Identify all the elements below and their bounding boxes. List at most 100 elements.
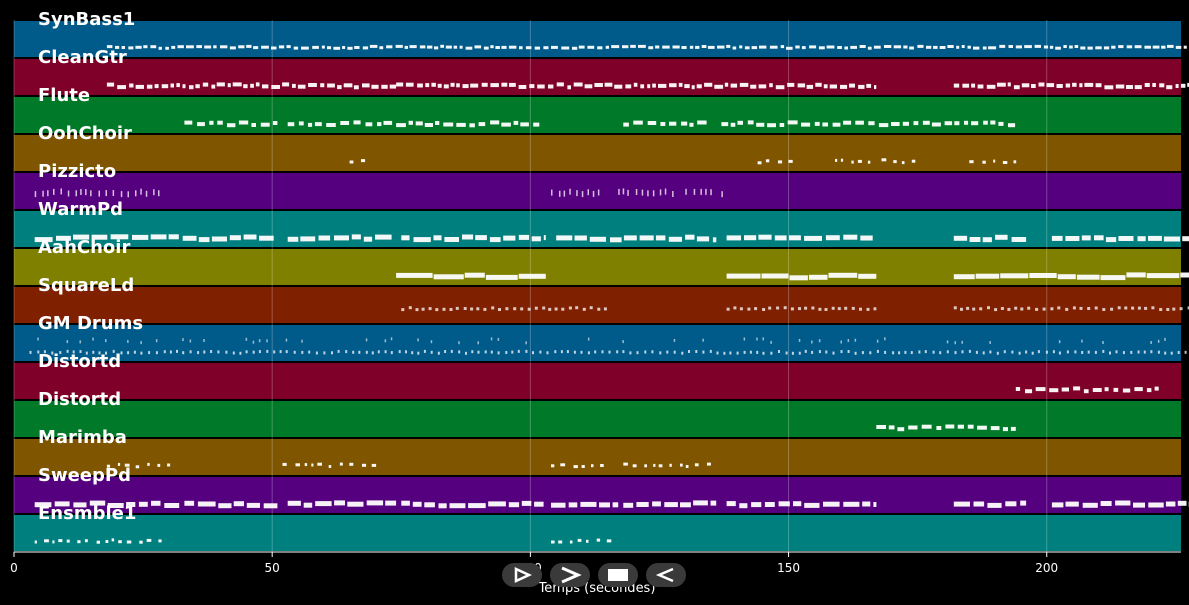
note-mark <box>98 351 101 355</box>
note-mark <box>606 539 612 543</box>
note-mark <box>780 45 785 49</box>
note-mark <box>860 235 873 241</box>
note-mark <box>377 122 382 127</box>
note-mark <box>396 82 404 87</box>
note-mark <box>428 307 432 311</box>
note-mark <box>43 350 46 354</box>
note-mark <box>587 45 595 49</box>
note-mark <box>623 502 634 508</box>
note-mark <box>42 190 44 197</box>
note-mark <box>625 84 632 89</box>
note-mark <box>405 82 414 87</box>
note-mark <box>533 122 540 127</box>
note-mark <box>145 190 148 197</box>
note-mark <box>551 45 558 49</box>
note-mark <box>462 84 469 89</box>
track-label: Distortd <box>38 351 121 372</box>
note-mark <box>450 82 455 87</box>
note-mark <box>433 274 464 280</box>
note-mark <box>501 45 507 49</box>
note-mark <box>513 307 517 311</box>
note-mark <box>640 84 645 89</box>
note-mark <box>960 307 963 311</box>
note-mark <box>158 46 162 50</box>
note-mark <box>581 465 585 468</box>
note-mark <box>847 339 850 342</box>
play-button[interactable] <box>502 563 542 587</box>
note-mark <box>936 426 942 430</box>
note-mark <box>1102 341 1104 344</box>
track-lane <box>14 173 1181 209</box>
note-mark <box>835 158 838 162</box>
note-mark <box>285 338 288 342</box>
note-mark <box>747 120 754 125</box>
note-mark <box>217 350 220 354</box>
rewind-icon <box>655 567 674 583</box>
note-mark <box>578 45 585 49</box>
note-mark <box>623 122 629 127</box>
forward-button[interactable] <box>550 563 590 587</box>
note-mark <box>365 122 373 127</box>
note-mark <box>203 339 205 342</box>
note-mark <box>1011 237 1027 242</box>
note-mark <box>317 462 322 466</box>
note-mark <box>850 45 857 49</box>
note-mark <box>1069 45 1073 49</box>
note-mark <box>921 424 932 429</box>
note-mark <box>186 45 194 49</box>
note-mark <box>832 122 841 127</box>
note-mark <box>953 306 957 310</box>
note-mark <box>878 123 889 128</box>
note-mark <box>726 273 761 279</box>
note-mark <box>806 84 814 89</box>
note-mark <box>405 350 407 354</box>
note-mark <box>243 84 248 89</box>
note-mark <box>947 45 954 48</box>
note-mark <box>647 121 657 125</box>
note-mark <box>1134 85 1142 90</box>
rewind-button[interactable] <box>646 563 686 587</box>
note-mark <box>1065 307 1069 311</box>
note-mark <box>1105 237 1117 243</box>
note-mark <box>987 306 990 310</box>
note-mark <box>962 83 970 88</box>
note-mark <box>743 350 746 354</box>
note-mark <box>652 190 655 197</box>
stop-button[interactable] <box>598 563 638 587</box>
note-mark <box>597 307 601 311</box>
note-mark <box>904 350 907 354</box>
note-mark <box>844 306 848 310</box>
note-mark <box>1027 306 1031 310</box>
note-mark <box>911 159 916 163</box>
note-mark <box>184 500 195 506</box>
note-mark <box>490 83 499 88</box>
note-mark <box>1133 502 1145 508</box>
note-mark <box>315 501 332 507</box>
note-mark <box>415 121 423 126</box>
note-mark <box>756 122 765 127</box>
note-mark <box>652 501 661 507</box>
note-mark <box>489 237 501 243</box>
note-mark <box>483 307 487 311</box>
note-mark <box>888 425 895 430</box>
note-mark <box>723 351 726 355</box>
note-mark <box>1115 350 1118 354</box>
note-mark <box>490 120 500 125</box>
note-mark <box>857 159 862 163</box>
note-mark <box>353 85 359 90</box>
note-mark <box>762 351 765 355</box>
note-mark <box>449 308 453 311</box>
note-mark <box>572 46 578 50</box>
note-mark <box>347 501 364 507</box>
track-lane <box>14 363 1181 399</box>
note-mark <box>287 236 299 242</box>
note-mark <box>239 351 242 355</box>
note-mark <box>868 121 875 126</box>
note-mark <box>203 350 206 354</box>
note-mark <box>707 45 715 49</box>
note-mark <box>287 500 301 506</box>
note-mark <box>233 501 244 507</box>
note-mark <box>363 236 373 242</box>
note-mark <box>1124 306 1128 310</box>
note-mark <box>321 45 325 49</box>
